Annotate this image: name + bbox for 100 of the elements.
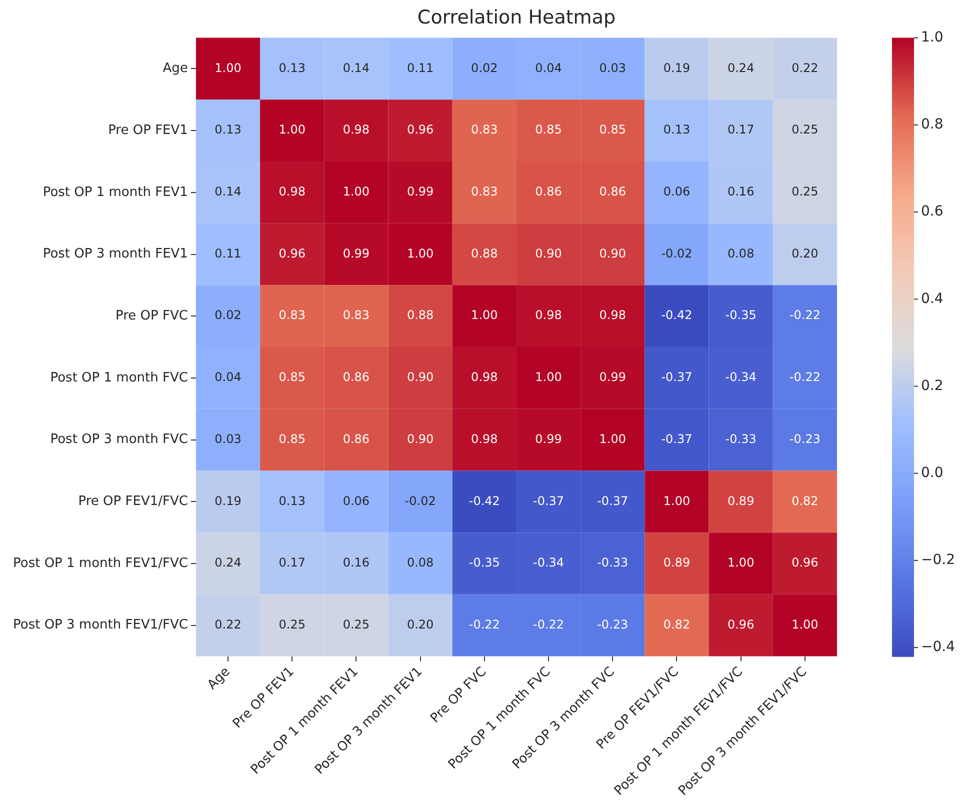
data-label: 0.96 bbox=[406, 122, 434, 137]
data-label: 0.86 bbox=[535, 184, 562, 199]
data-label: 0.06 bbox=[663, 184, 690, 199]
data-label: 0.25 bbox=[792, 184, 818, 199]
data-label: 0.86 bbox=[342, 370, 370, 384]
y-tick-label: Pre OP FEV1/FVC bbox=[78, 494, 188, 510]
data-label: 0.90 bbox=[599, 246, 626, 260]
data-label: 0.19 bbox=[663, 60, 690, 75]
data-label: 1.00 bbox=[727, 556, 754, 570]
data-label: 0.20 bbox=[406, 617, 434, 632]
data-label: 1.00 bbox=[535, 370, 562, 384]
data-label: -0.33 bbox=[597, 556, 628, 570]
y-tick-label: Post OP 3 month FEV1/FVC bbox=[12, 618, 188, 633]
data-label: 0.08 bbox=[406, 556, 434, 570]
data-label: 0.13 bbox=[278, 60, 306, 75]
data-label: -0.22 bbox=[532, 617, 564, 632]
data-label: 0.96 bbox=[792, 556, 818, 570]
data-label: 0.83 bbox=[471, 184, 498, 199]
data-label: -0.42 bbox=[661, 308, 692, 322]
y-tick-label: Post OP 3 month FVC bbox=[50, 432, 188, 448]
data-label: 0.85 bbox=[278, 370, 306, 384]
color-bar-label: −0.4 bbox=[921, 639, 956, 656]
data-label: 0.22 bbox=[792, 60, 818, 75]
data-label: 0.83 bbox=[278, 308, 306, 322]
data-label: 1.00 bbox=[471, 308, 498, 322]
color-bar-label: 0.4 bbox=[921, 290, 944, 307]
data-label: 0.96 bbox=[278, 246, 306, 260]
data-label: 0.89 bbox=[727, 494, 754, 508]
data-label: -0.23 bbox=[789, 432, 820, 446]
data-label: -0.37 bbox=[661, 432, 692, 446]
data-label: 0.25 bbox=[792, 122, 818, 137]
data-label: 0.88 bbox=[406, 308, 434, 322]
data-label: -0.34 bbox=[725, 370, 756, 384]
data-label: 0.13 bbox=[214, 122, 242, 137]
data-label: 0.14 bbox=[342, 60, 370, 75]
color-bar-label: 0.8 bbox=[921, 116, 944, 133]
data-label: 0.19 bbox=[214, 494, 242, 508]
data-label: 0.98 bbox=[342, 122, 370, 137]
data-label: 0.98 bbox=[471, 432, 498, 446]
y-tick-label: Pre OP FEV1 bbox=[108, 122, 188, 138]
color-bar-label: 1.0 bbox=[921, 29, 944, 46]
data-label: 0.03 bbox=[214, 432, 242, 446]
data-label: 0.90 bbox=[406, 432, 434, 446]
data-label: 0.20 bbox=[792, 246, 818, 260]
data-label: 0.13 bbox=[663, 122, 690, 137]
data-label: 0.99 bbox=[599, 370, 626, 384]
data-label: 0.02 bbox=[214, 308, 242, 322]
data-label: 1.00 bbox=[792, 617, 818, 632]
data-label: 0.25 bbox=[278, 617, 306, 632]
data-label: 0.88 bbox=[471, 246, 498, 260]
data-label: -0.22 bbox=[789, 308, 820, 322]
data-label: 0.17 bbox=[278, 556, 306, 570]
data-label: 1.00 bbox=[342, 184, 370, 199]
data-label: 0.99 bbox=[342, 246, 370, 260]
data-label: -0.35 bbox=[468, 556, 500, 570]
y-tick-label: Post OP 1 month FEV1 bbox=[42, 184, 188, 200]
data-label: 0.83 bbox=[342, 308, 370, 322]
data-label: 0.08 bbox=[727, 246, 754, 260]
y-tick-label: Post OP 1 month FEV1/FVC bbox=[12, 556, 188, 571]
data-label: 0.85 bbox=[278, 432, 306, 446]
data-label: -0.33 bbox=[725, 432, 756, 446]
data-label: -0.37 bbox=[532, 494, 564, 508]
y-tick-label: Post OP 1 month FVC bbox=[50, 370, 188, 386]
color-bar-label: 0.2 bbox=[921, 378, 944, 394]
data-label: 0.99 bbox=[535, 432, 562, 446]
data-label: -0.23 bbox=[597, 617, 628, 632]
data-label: 0.98 bbox=[535, 308, 562, 322]
data-label: 0.25 bbox=[342, 617, 370, 632]
data-label: 1.00 bbox=[214, 60, 242, 75]
x-tick-label: Age bbox=[204, 664, 234, 693]
data-label: -0.02 bbox=[661, 246, 692, 260]
data-label: 0.86 bbox=[599, 184, 626, 199]
data-label: 0.98 bbox=[278, 184, 306, 199]
color-bar-label: 0.6 bbox=[921, 204, 944, 220]
data-label: 1.00 bbox=[406, 246, 434, 260]
data-label: 0.16 bbox=[342, 556, 370, 570]
data-label: 1.00 bbox=[278, 122, 306, 137]
data-label: 0.85 bbox=[599, 122, 626, 137]
y-tick-label: Pre OP FVC bbox=[115, 308, 188, 324]
data-label: 0.16 bbox=[727, 184, 754, 199]
data-label: 0.03 bbox=[599, 60, 626, 75]
data-label: -0.42 bbox=[468, 494, 500, 508]
data-label: 0.82 bbox=[792, 494, 818, 508]
data-label: 0.86 bbox=[342, 432, 370, 446]
data-label: 0.90 bbox=[535, 246, 562, 260]
data-label: -0.35 bbox=[725, 308, 756, 322]
data-label: -0.34 bbox=[532, 556, 564, 570]
data-label: 1.00 bbox=[663, 494, 690, 508]
data-label: 0.98 bbox=[599, 308, 626, 322]
color-bar-label: −0.2 bbox=[921, 552, 955, 568]
color-bar-label: 0.0 bbox=[921, 464, 944, 481]
data-label: 0.04 bbox=[214, 370, 242, 384]
y-tick-label: Age bbox=[162, 61, 188, 76]
data-label: 0.99 bbox=[406, 184, 434, 199]
data-label: -0.37 bbox=[597, 494, 628, 508]
data-label: 0.82 bbox=[663, 617, 690, 632]
chart-title: Correlation Heatmap bbox=[417, 6, 616, 28]
data-label: 0.89 bbox=[663, 556, 690, 570]
data-label: 0.04 bbox=[535, 60, 562, 75]
data-label: 0.85 bbox=[535, 122, 562, 137]
